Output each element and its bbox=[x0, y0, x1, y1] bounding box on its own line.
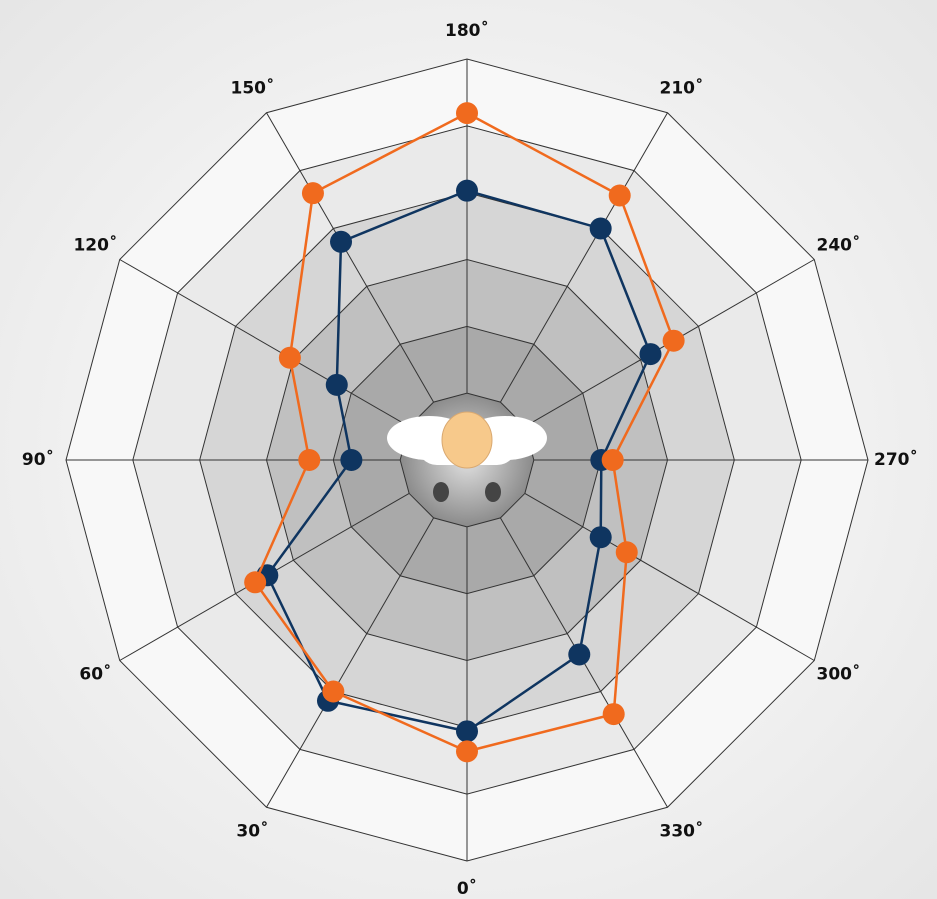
point bbox=[590, 217, 612, 239]
point bbox=[456, 102, 478, 124]
point bbox=[298, 449, 320, 471]
head bbox=[442, 412, 492, 468]
angle-label: 0˚ bbox=[457, 877, 477, 899]
point bbox=[590, 526, 612, 548]
point bbox=[603, 703, 625, 725]
point bbox=[322, 681, 344, 703]
angle-label: 150˚ bbox=[231, 76, 275, 98]
point bbox=[568, 643, 590, 665]
point bbox=[302, 182, 324, 204]
angle-label: 210˚ bbox=[660, 76, 704, 98]
point bbox=[326, 374, 348, 396]
angle-label: 300˚ bbox=[817, 663, 861, 685]
point bbox=[602, 449, 624, 471]
angle-label: 180˚ bbox=[445, 19, 489, 41]
angle-label: 30˚ bbox=[236, 820, 268, 842]
angle-label: 240˚ bbox=[817, 234, 861, 256]
point bbox=[639, 343, 661, 365]
angle-label: 270˚ bbox=[874, 448, 918, 470]
point bbox=[456, 180, 478, 202]
foot bbox=[485, 482, 501, 502]
foot bbox=[433, 482, 449, 502]
point bbox=[609, 184, 631, 206]
point bbox=[663, 330, 685, 352]
angle-label: 120˚ bbox=[73, 234, 117, 256]
chart: 0˚ 30˚ 60˚ 90˚ 120˚ 150˚ 180˚ 210˚ 240˚ 270˚ 300˚ 3… bbox=[0, 0, 937, 899]
angle-label: 90˚ bbox=[22, 448, 54, 470]
point bbox=[279, 347, 301, 369]
point bbox=[456, 720, 478, 742]
angle-label: 330˚ bbox=[660, 820, 704, 842]
point bbox=[616, 541, 638, 563]
angle-label: 60˚ bbox=[79, 663, 111, 685]
point bbox=[244, 571, 266, 593]
point bbox=[330, 231, 352, 253]
point bbox=[456, 740, 478, 762]
point bbox=[340, 449, 362, 471]
